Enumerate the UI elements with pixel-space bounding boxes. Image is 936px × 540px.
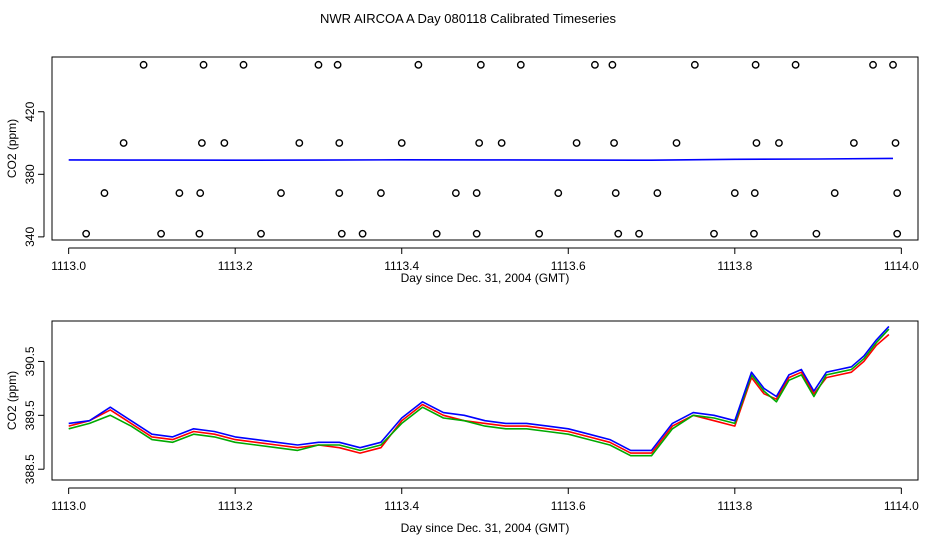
x-tick-label: 1113.0 [51, 499, 86, 513]
x-axis-label: Day since Dec. 31, 2004 (GMT) [401, 521, 570, 535]
chart-title: NWR AIRCOA A Day 080118 Calibrated Times… [320, 11, 616, 26]
y-axis-label: CO2 (ppm) [5, 371, 19, 430]
y-tick-label: 388.5 [23, 454, 37, 484]
data-point [119, 139, 128, 147]
x-tick-label: 1113.6 [551, 499, 586, 513]
data-point [139, 60, 148, 69]
data-point [608, 60, 617, 69]
plot-frame [51, 56, 919, 241]
y-tick-label: 420 [23, 101, 37, 121]
data-point [849, 139, 858, 147]
data-point [157, 229, 165, 238]
data-point [889, 60, 897, 69]
x-tick-label: 1114.0 [884, 259, 919, 273]
plot-frame [51, 320, 919, 481]
data-point [397, 139, 406, 147]
data-point [432, 229, 441, 238]
data-point [277, 189, 285, 197]
y-tick-label: 390.5 [23, 346, 37, 376]
data-point [775, 139, 783, 147]
data-point [295, 139, 304, 147]
x-tick-label: 1113.2 [218, 499, 253, 513]
data-point [869, 60, 877, 69]
data-point [82, 229, 91, 238]
data-point [535, 229, 544, 238]
data-point [358, 229, 367, 238]
data-point [710, 229, 718, 238]
data-point [497, 139, 506, 147]
x-tick-label: 1113.2 [218, 259, 253, 273]
data-point [830, 189, 839, 197]
data-point [333, 60, 342, 69]
data-point [239, 60, 248, 69]
x-tick-label: 1113.8 [717, 259, 752, 273]
series-line-2 [68, 328, 890, 457]
data-point [257, 229, 265, 238]
data-point [554, 189, 563, 197]
data-point [335, 189, 344, 197]
data-point [195, 229, 204, 238]
data-point [752, 139, 761, 147]
y-tick-label: 389.5 [23, 400, 37, 430]
chart-panel-1: 1113.0 1113.2 1113.4 1113.6 1113.8 1114.0 340 3… [5, 56, 919, 285]
data-point [196, 189, 205, 197]
chart-panel-2: 1113.0 1113.2 1113.4 1113.6 1113.8 1114.0 388.… [5, 320, 919, 535]
x-tick-label: 1113.6 [551, 259, 586, 273]
data-point [475, 139, 484, 147]
data-point [893, 189, 902, 197]
data-point [472, 229, 481, 238]
data-point [791, 60, 800, 69]
data-point [414, 60, 423, 69]
x-tick-label: 1113.4 [384, 499, 419, 513]
data-point [591, 60, 599, 69]
data-point [672, 139, 681, 147]
data-point [730, 189, 739, 197]
data-point [891, 139, 900, 147]
x-tick-label: 1114.0 [884, 499, 919, 513]
data-point [377, 189, 385, 197]
data-point [751, 60, 760, 69]
data-point [335, 139, 344, 147]
data-point [611, 189, 620, 197]
series-line-3 [68, 325, 890, 452]
data-point [653, 189, 662, 197]
data-point [337, 229, 346, 238]
x-axis-label: Day since Dec. 31, 2004 (GMT) [401, 271, 570, 285]
data-point [175, 189, 184, 197]
data-point [197, 139, 206, 147]
data-point [100, 189, 109, 197]
data-point [199, 60, 208, 69]
y-tick-label: 340 [23, 227, 37, 247]
data-point [572, 139, 581, 147]
data-point [690, 60, 699, 69]
data-point [635, 229, 643, 238]
data-point [610, 139, 618, 147]
y-axis-label: CO2 (ppm) [5, 119, 19, 178]
data-point [220, 139, 229, 147]
series-line-1 [68, 333, 890, 454]
x-tick-label: 1113.8 [717, 499, 752, 513]
data-point [476, 60, 485, 69]
data-point [314, 60, 323, 69]
data-point [516, 60, 525, 69]
x-tick-label: 1113.0 [51, 259, 86, 273]
x-tick-label: 1113.4 [384, 259, 419, 273]
data-point [750, 229, 758, 238]
data-point [812, 229, 821, 238]
data-point [472, 189, 481, 197]
series-line-1 [68, 157, 894, 161]
y-tick-label: 380 [23, 164, 37, 184]
data-point [451, 189, 460, 197]
data-point [614, 229, 623, 238]
data-point [893, 229, 902, 238]
data-point [750, 189, 759, 197]
